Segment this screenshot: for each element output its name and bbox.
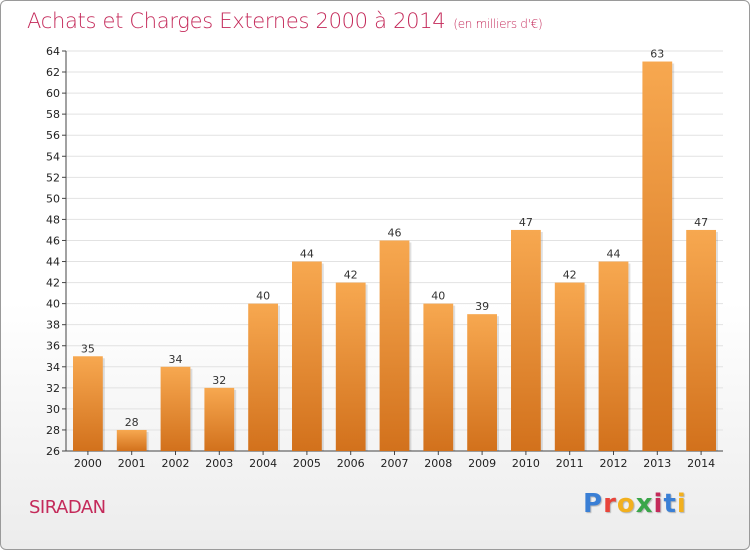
y-tick-label: 48 [46,213,60,226]
data-label: 44 [300,248,314,261]
city-name: SIRADAN [29,497,106,518]
y-tick-label: 42 [46,277,60,290]
chart-title: Achats et Charges Externes 2000 à 2014 (e… [27,9,543,33]
y-tick-label: 28 [46,424,60,437]
bar [116,429,147,451]
bar [642,61,673,452]
y-tick-label: 40 [46,298,60,311]
y-tick-label: 32 [46,382,60,395]
x-tick-label: 2007 [381,457,409,470]
y-tick-label: 60 [46,87,60,100]
y-tick-label: 52 [46,171,60,184]
logo-letter: t [663,489,677,519]
bar [598,261,629,451]
x-tick-label: 2004 [249,457,277,470]
logo-letter: P [583,489,604,519]
bar [292,261,322,451]
bar [248,303,278,451]
x-tick-label: 2012 [600,457,628,470]
chart-subtitle: (en milliers d'€) [453,17,543,31]
bar [73,356,103,451]
x-tick-label: 2005 [293,457,321,470]
x-tick-label: 2003 [205,457,233,470]
y-tick-label: 50 [46,192,60,205]
bar [423,303,454,451]
data-label: 32 [212,374,226,387]
y-tick-label: 64 [46,45,60,58]
data-label: 34 [169,353,183,366]
data-label: 40 [256,290,270,303]
logo-letter: r [603,489,617,519]
bar [335,282,366,451]
x-tick-label: 2001 [118,457,146,470]
data-label: 44 [607,248,621,261]
bar [686,229,716,451]
x-tick-label: 2002 [162,457,190,470]
bar [204,387,235,451]
data-label: 42 [563,269,577,282]
data-label: 47 [694,216,708,229]
data-label: 28 [125,416,139,429]
data-label: 42 [344,269,358,282]
proxiti-logo: Proxiti [583,489,687,519]
bar [160,366,191,451]
data-label: 39 [475,300,489,313]
y-tick-label: 26 [46,445,60,458]
x-tick-label: 2009 [468,457,496,470]
bar [511,229,541,451]
x-tick-label: 2014 [687,457,715,470]
x-tick-label: 2006 [337,457,365,470]
logo-letter: i [653,489,664,519]
data-label: 40 [431,290,445,303]
y-tick-label: 54 [46,150,60,163]
x-tick-label: 2008 [424,457,452,470]
logo-letter: o [616,489,636,519]
bar [467,314,497,451]
bar [554,282,585,451]
bar [379,240,410,451]
y-tick-label: 58 [46,108,60,121]
y-tick-label: 36 [46,340,60,353]
logo-letter: i [676,489,687,519]
y-tick-label: 38 [46,319,60,332]
y-tick-label: 46 [46,234,60,247]
data-label: 46 [388,226,402,239]
x-tick-label: 2000 [74,457,102,470]
x-tick-label: 2010 [512,457,540,470]
y-tick-label: 62 [46,66,60,79]
y-tick-label: 56 [46,129,60,142]
y-tick-label: 44 [46,256,60,269]
data-label: 35 [81,342,95,355]
data-label: 63 [650,48,664,61]
data-label: 47 [519,216,533,229]
x-tick-label: 2011 [556,457,584,470]
x-tick-label: 2013 [643,457,671,470]
logo-letter: x [635,489,654,519]
y-tick-label: 34 [46,361,60,374]
y-tick-label: 30 [46,403,60,416]
